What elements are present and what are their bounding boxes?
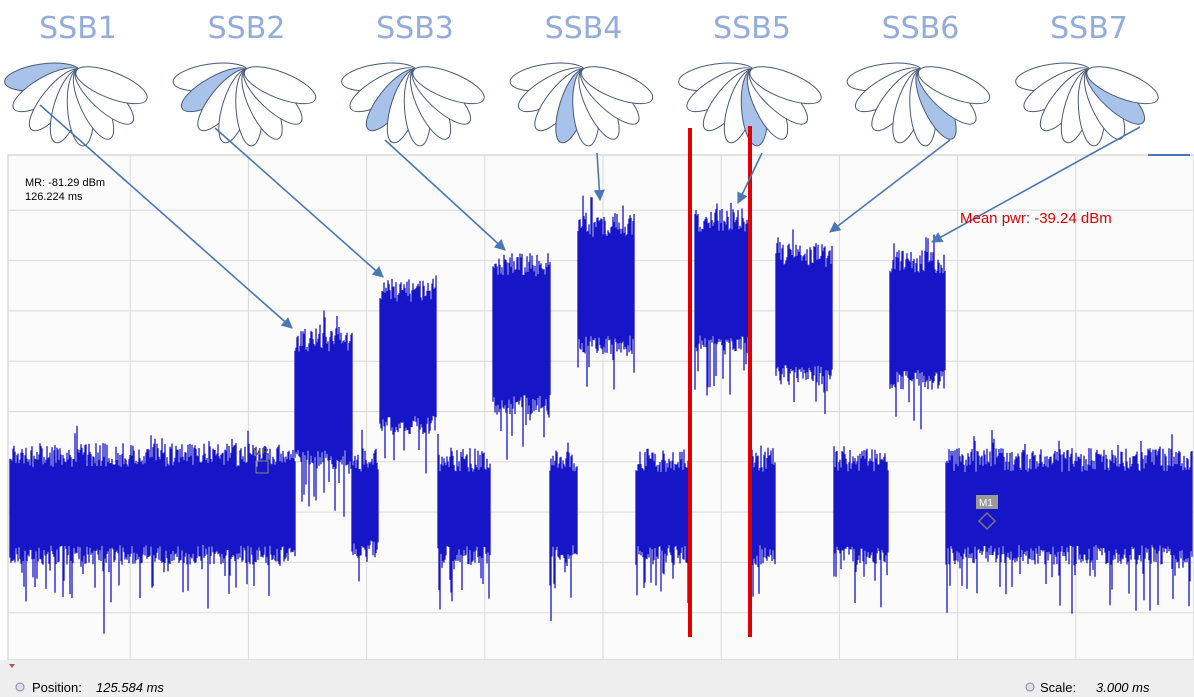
status-icon [16, 683, 24, 691]
scale-value: 3.000 ms [1096, 680, 1150, 695]
beam-label: SSB7 [1050, 11, 1128, 46]
readout-level: MR: -81.29 dBm [25, 177, 105, 189]
beam-label: SSB1 [39, 11, 117, 46]
mean-power: Mean pwr: -39.24 dBm [960, 210, 1112, 227]
beam-label: SSB3 [376, 11, 454, 46]
status-bar [0, 660, 1194, 697]
beam-label: SSB2 [208, 11, 286, 46]
position-label: Position: [32, 680, 82, 695]
marker-label: MR [253, 447, 269, 458]
readout-time: 126.224 ms [25, 191, 83, 203]
beam-label: SSB5 [713, 11, 791, 46]
marker-label: M1 [979, 498, 993, 509]
status-icon [1026, 683, 1034, 691]
beam-label: SSB4 [545, 11, 623, 46]
scale-label: Scale: [1040, 680, 1076, 695]
beam-label: SSB6 [882, 11, 960, 46]
trace-segment [295, 311, 352, 517]
screenshot: SSB1 SSB2 SSB3 SSB4 SSB5 SSB6 SSB7 MR: -81.29 … [0, 0, 1194, 697]
position-value: 125.584 ms [96, 680, 164, 695]
